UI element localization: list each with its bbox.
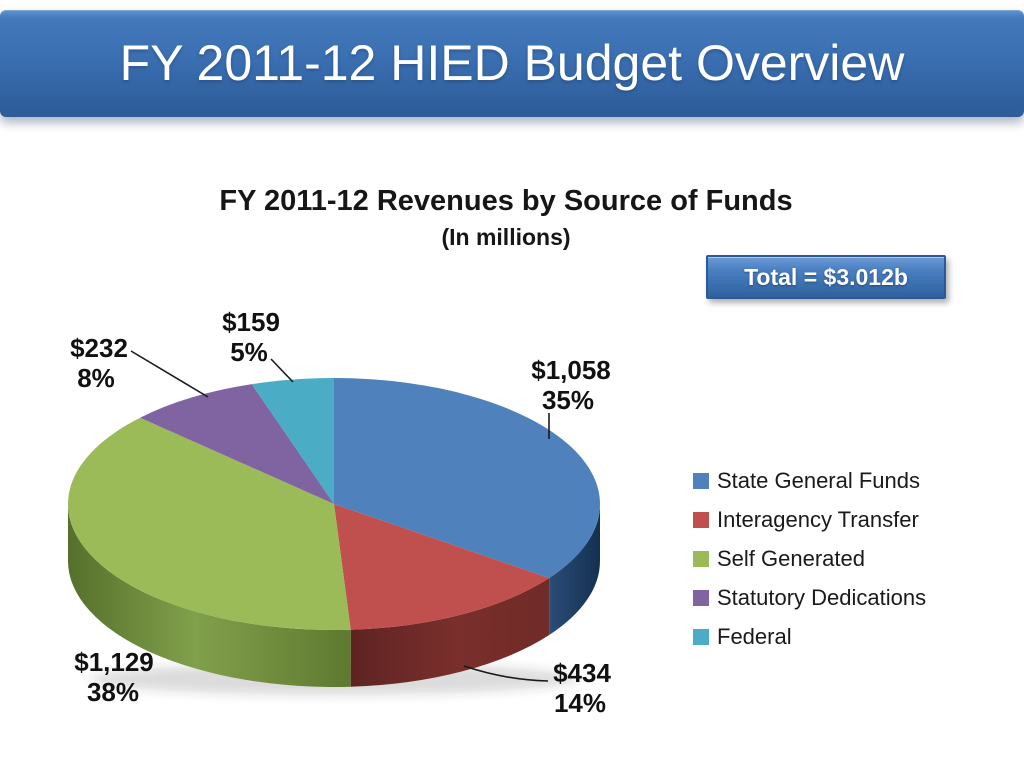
- leader-line-4: [270, 358, 294, 383]
- data-label-value-3: $232: [70, 333, 128, 363]
- data-label-pct-4: 5%: [230, 337, 268, 367]
- pie-slice-side-0: [549, 504, 600, 636]
- legend-swatch-icon: [693, 511, 709, 528]
- pie-slice-top-0: [334, 378, 601, 579]
- data-label-value-0: $1,058: [531, 355, 611, 385]
- legend-item: State General Funds: [693, 461, 926, 500]
- pie-slice-top-3: [140, 384, 334, 504]
- data-label-pct-0: 35%: [542, 385, 594, 415]
- legend-label: State General Funds: [717, 467, 921, 493]
- pie-slice-top-4: [251, 378, 334, 504]
- slide-title: FY 2011-12 HIED Budget Overview: [119, 35, 905, 91]
- legend-item: Statutory Dedications: [693, 578, 926, 617]
- legend-item: Interagency Transfer: [693, 500, 926, 539]
- pie-slice-top-2: [67, 417, 351, 630]
- data-label-value-2: $1,129: [74, 647, 154, 677]
- legend-label: Statutory Dedications: [717, 584, 927, 610]
- data-label-pct-1: 14%: [554, 688, 606, 718]
- legend-label: Self Generated: [717, 545, 865, 571]
- slide-title-banner: FY 2011-12 HIED Budget Overview: [0, 10, 1024, 117]
- legend-swatch-icon: [693, 472, 709, 489]
- data-label-pct-3: 8%: [77, 363, 115, 393]
- legend-label: Interagency Transfer: [717, 506, 919, 532]
- legend-swatch-icon: [693, 550, 709, 567]
- data-label-pct-2: 38%: [87, 677, 139, 707]
- leader-line-3: [130, 350, 209, 398]
- leader-line-1: [463, 665, 549, 682]
- pie-slice-side-1: [350, 578, 550, 687]
- chart-header: FY 2011-12 Revenues by Source of Funds (…: [0, 184, 1012, 252]
- data-label-value-1: $434: [553, 658, 611, 688]
- chart-subtitle: (In millions): [441, 224, 571, 250]
- legend: State General Funds Interagency Transfer S…: [693, 461, 926, 656]
- chart-title: FY 2011-12 Revenues by Source of Funds: [219, 185, 793, 217]
- legend-item: Self Generated: [693, 539, 926, 578]
- data-label-value-4: $159: [222, 307, 280, 337]
- legend-label: Federal: [717, 623, 792, 649]
- legend-swatch-icon: [693, 628, 709, 645]
- pie-slice-side-2: [68, 504, 351, 687]
- total-badge: Total = $3.012b: [706, 255, 946, 299]
- legend-swatch-icon: [693, 589, 709, 606]
- pie-slice-top-1: [334, 504, 550, 630]
- legend-item: Federal: [693, 617, 926, 656]
